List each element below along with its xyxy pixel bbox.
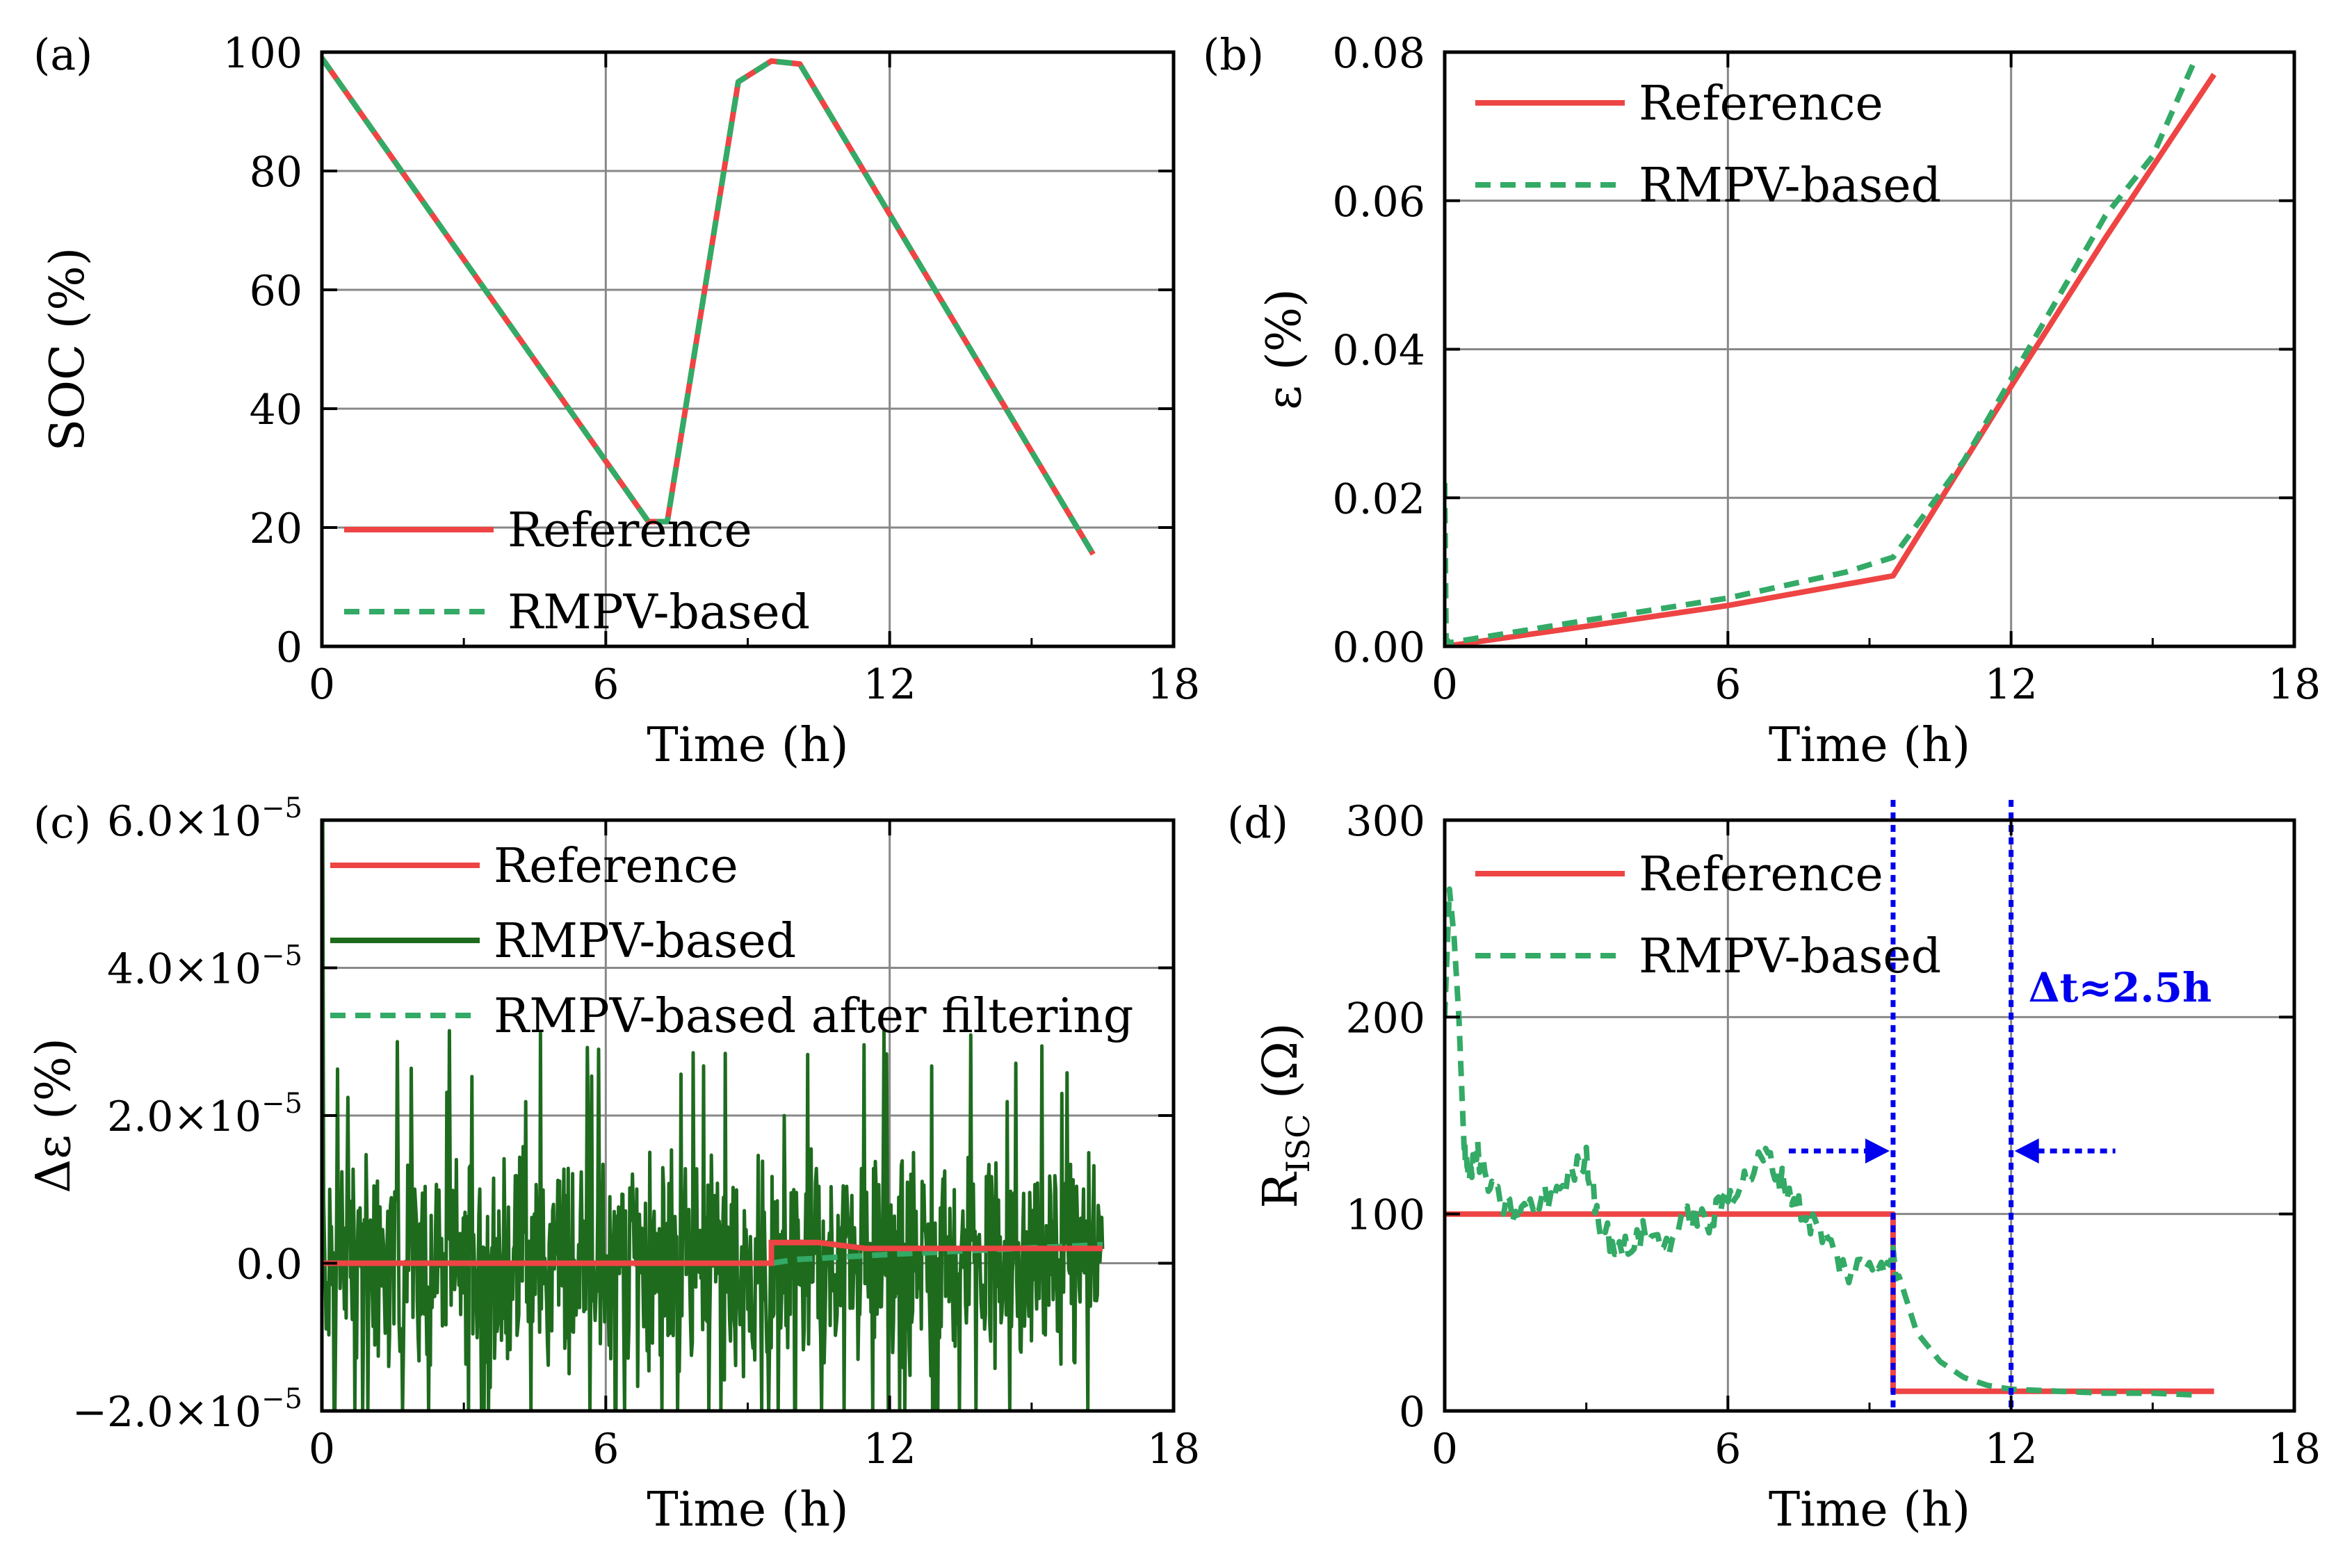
y-axis-label: RISC (Ω) (1254, 1022, 1317, 1208)
annotation-arrowhead-right (2014, 1138, 2039, 1163)
x-tick-label: 12 (1984, 1425, 2037, 1473)
y-tick-label: 0.0 (236, 1241, 302, 1289)
x-axis-label: Time (h) (647, 1483, 848, 1537)
legend-label: RMPV-based (1639, 929, 1941, 984)
y-tick-label: 2.0×10−5 (107, 1088, 302, 1141)
series-line-reference (1445, 72, 2216, 646)
y-tick-label: 300 (1345, 797, 1425, 846)
x-tick-label: 12 (863, 660, 916, 709)
x-tick-label: 12 (1984, 660, 2037, 709)
panel-a: 0 6 12 18 0 20 40 60 80 100 Time (h) SOC (%) (a) Refe… (33, 29, 1200, 773)
y-tick-mantissa: −2.0×10 (72, 1388, 261, 1437)
x-tick-label: 6 (592, 660, 619, 709)
series-line-rmpv-based (1445, 886, 2200, 1398)
x-tick-label: 12 (863, 1425, 916, 1473)
y-tick-label: −2.0×10−5 (72, 1383, 302, 1437)
legend-label: RMPV-based after filtering (494, 989, 1133, 1044)
y-tick-mantissa: 6.0×10 (107, 797, 261, 846)
y-tick-label: 0.02 (1332, 475, 1425, 523)
y-tick-label: 100 (1345, 1191, 1425, 1240)
y-tick-label: 0 (276, 623, 302, 672)
x-tick-label: 0 (309, 1425, 335, 1473)
y-tick-label: 0.00 (1332, 623, 1425, 672)
panel-label: (d) (1227, 797, 1288, 848)
series-group (322, 56, 1096, 556)
y-label-sub: ISC (1279, 1113, 1317, 1173)
y-axis-label: Δε (%) (26, 1038, 81, 1193)
y-tick-label: 6.0×10−5 (107, 792, 302, 846)
y-tick-label: 200 (1345, 994, 1425, 1043)
annotation-arrowhead-left (1865, 1138, 1890, 1163)
panel-b: 0 6 12 18 0.00 0.02 0.04 0.06 0.08 Time (h) ε (%) (… (1203, 29, 2321, 773)
x-tick-label: 0 (1431, 1425, 1458, 1473)
y-tick-label: 20 (250, 505, 302, 553)
y-tick-label: 4.0×10−5 (107, 940, 302, 994)
x-tick-label: 18 (2268, 1425, 2321, 1473)
series-group (1445, 58, 2216, 646)
y-axis-label: SOC (%) (40, 247, 95, 452)
x-tick-label: 6 (1714, 1425, 1741, 1473)
panel-label: (c) (33, 797, 91, 848)
panel-c: 0 6 12 18−2.0×10−50.02.0×10−54.0×10−56.0×10… (26, 792, 1200, 1537)
y-tick-mantissa: 2.0×10 (107, 1093, 261, 1141)
y-tick-exponent: −5 (261, 792, 302, 824)
y-tick-label: 0.04 (1332, 327, 1425, 375)
series-line-rmpv-based (1445, 58, 2198, 646)
y-label-main: R (1254, 1172, 1308, 1209)
x-tick-label: 0 (309, 660, 335, 709)
y-label-unit: (Ω) (1254, 1022, 1308, 1113)
legend-label: Reference (1639, 76, 1883, 131)
series-line-rmpv-based (322, 820, 1105, 1411)
series-line-overlay-reference (322, 1239, 1103, 1266)
y-tick-mantissa: 0.0 (236, 1241, 302, 1289)
x-tick-label: 18 (1147, 660, 1200, 709)
x-tick-label: 0 (1431, 660, 1458, 709)
y-tick-label: 60 (250, 267, 302, 316)
legend-label: Reference (1639, 847, 1883, 902)
y-tick-exponent: −5 (261, 1383, 302, 1415)
legend-label: RMPV-based (508, 585, 810, 640)
x-axis-label: Time (h) (647, 718, 848, 773)
y-tick-exponent: −5 (261, 940, 302, 972)
legend-label: RMPV-based (494, 914, 796, 969)
x-axis-label: Time (h) (1769, 1483, 1970, 1537)
legend-label: Reference (494, 839, 738, 894)
y-tick-exponent: −5 (261, 1088, 302, 1120)
y-tick-label: 0.06 (1332, 178, 1425, 227)
y-tick-label: 40 (250, 386, 302, 434)
panel-label: (b) (1203, 29, 1264, 80)
y-tick-label: 0.08 (1332, 29, 1425, 78)
x-tick-label: 6 (1714, 660, 1741, 709)
x-tick-label: 18 (1147, 1425, 1200, 1473)
series-line-rmpv-based (322, 56, 1096, 556)
y-tick-label: 80 (250, 148, 302, 197)
legend-label: RMPV-based (1639, 158, 1941, 213)
y-tick-label: 0 (1399, 1388, 1425, 1437)
panel-label: (a) (33, 29, 92, 80)
x-tick-label: 18 (2268, 660, 2321, 709)
y-axis-label: ε (%) (1257, 288, 1312, 410)
x-axis-label: Time (h) (1769, 718, 1970, 773)
annotation-text: Δt≈2.5h (2029, 964, 2212, 1011)
series-group (322, 820, 1105, 1411)
y-tick-mantissa: 4.0×10 (107, 945, 261, 994)
y-tick-label: 100 (222, 29, 302, 78)
x-tick-label: 6 (592, 1425, 619, 1473)
legend-label: Reference (508, 503, 752, 558)
